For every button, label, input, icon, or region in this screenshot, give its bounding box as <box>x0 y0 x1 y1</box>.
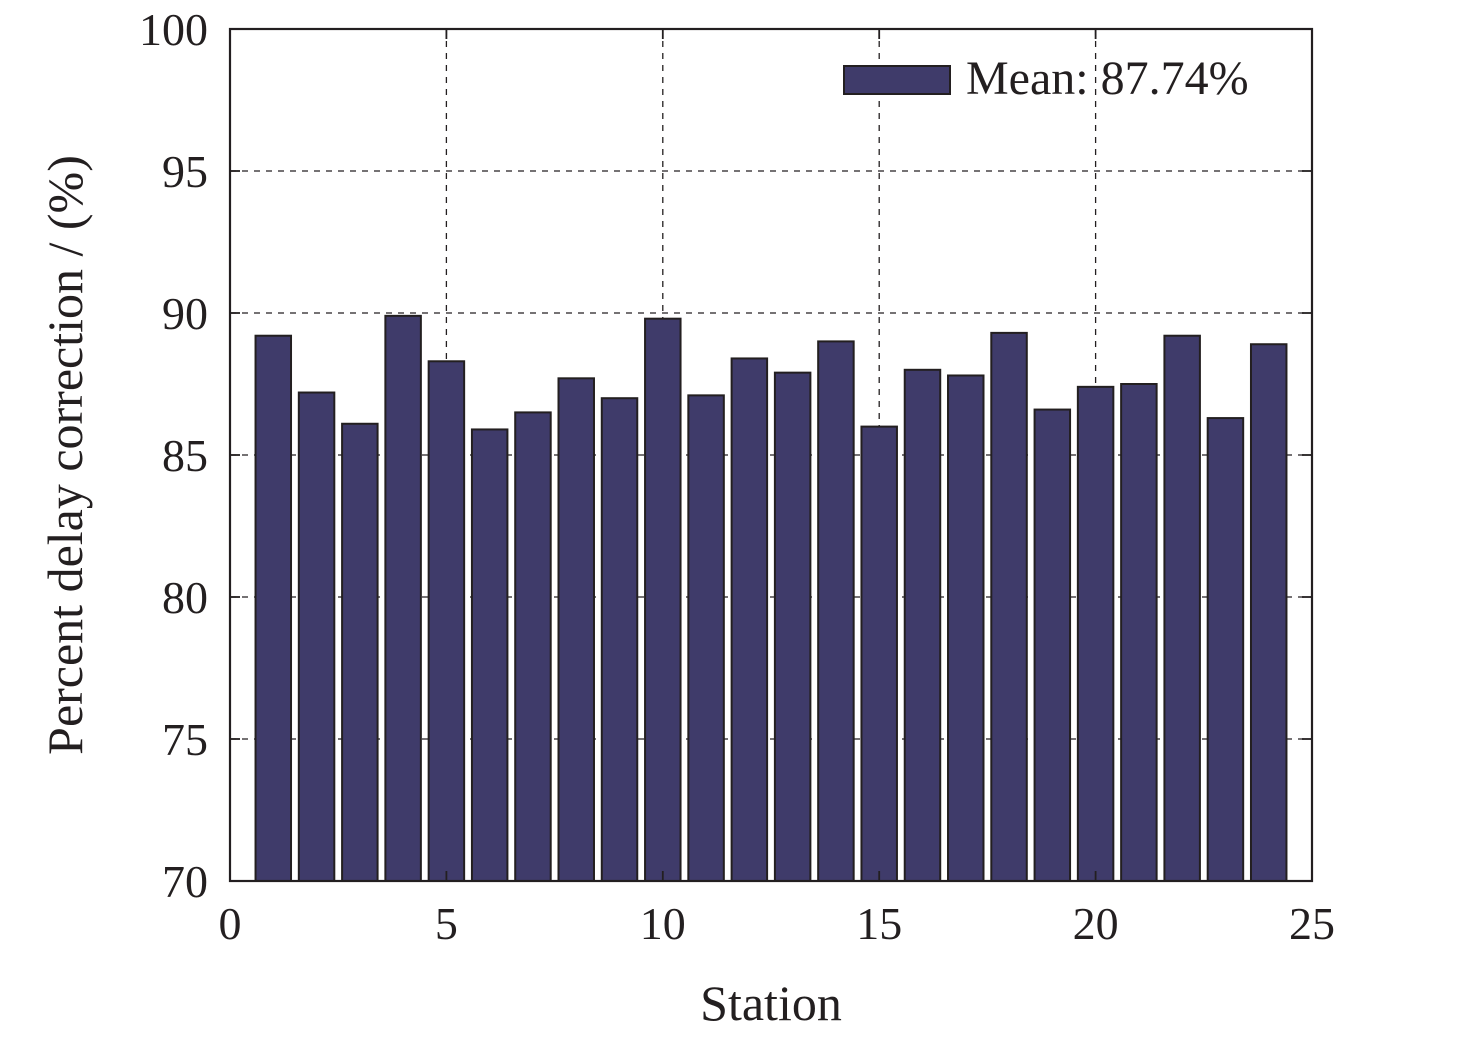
y-tick-label: 95 <box>162 146 208 197</box>
bar-station-18 <box>990 331 1028 882</box>
x-tick-label: 10 <box>640 898 686 949</box>
legend-swatch <box>843 65 951 95</box>
y-tick-label: 90 <box>162 288 208 339</box>
y-tick-labels: 70 75 80 85 90 95 100 <box>139 4 208 907</box>
x-tick-label: 20 <box>1073 898 1119 949</box>
y-tick-label: 75 <box>162 714 208 765</box>
bar-station-12 <box>730 357 769 882</box>
y-axis-title: Percent delay correction / (%) <box>37 155 93 755</box>
bar-station-22 <box>1163 334 1201 883</box>
bar-station-19 <box>1033 408 1072 882</box>
bar-station-1 <box>254 334 293 883</box>
bar-station-14 <box>817 340 855 882</box>
y-tick-label: 70 <box>162 856 208 907</box>
x-tick-labels: 0 5 10 15 20 25 <box>219 898 1336 949</box>
bar-station-20 <box>1076 385 1115 882</box>
bar-station-21 <box>1120 383 1158 882</box>
bar-station-10 <box>644 317 682 882</box>
x-tick-label: 0 <box>219 898 242 949</box>
legend-label: Mean: 87.74% <box>966 52 1249 105</box>
bar-station-6 <box>470 428 509 882</box>
bar-station-3 <box>341 422 379 882</box>
axis-ticks <box>229 28 1313 882</box>
x-tick-label: 25 <box>1289 898 1335 949</box>
bar-station-9 <box>600 397 639 882</box>
bar-station-5 <box>427 360 466 882</box>
legend: Mean: 87.74% <box>843 52 1249 105</box>
bars <box>254 314 1288 883</box>
bar-station-16 <box>903 368 942 882</box>
bar-station-13 <box>773 371 812 882</box>
bar-station-4 <box>384 314 422 882</box>
y-tick-label: 80 <box>162 572 208 623</box>
x-tick-label: 15 <box>856 898 902 949</box>
bar-station-8 <box>557 377 595 882</box>
y-tick-label: 85 <box>162 430 208 481</box>
x-axis-title: Station <box>700 975 842 1031</box>
bar-station-2 <box>297 391 336 882</box>
bar-station-17 <box>947 374 985 882</box>
y-tick-label: 100 <box>139 4 208 55</box>
bar-station-23 <box>1206 417 1245 882</box>
bar-station-7 <box>514 411 552 882</box>
x-tick-label: 5 <box>435 898 458 949</box>
bar-station-11 <box>687 394 725 882</box>
bar-station-15 <box>860 425 898 882</box>
bar-station-24 <box>1249 343 1288 882</box>
